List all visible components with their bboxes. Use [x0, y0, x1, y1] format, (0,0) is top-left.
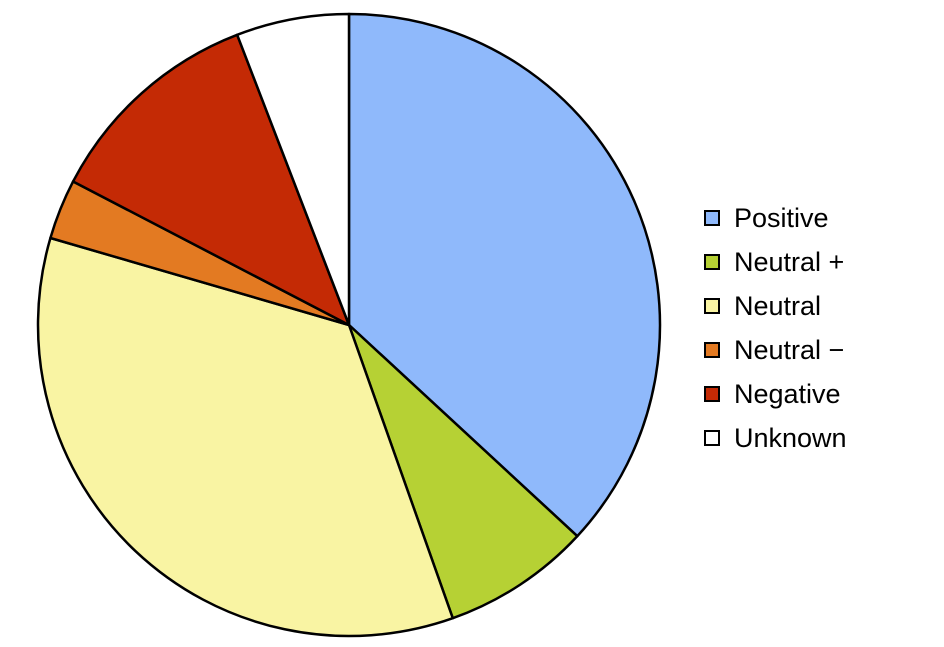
legend-item: Unknown: [704, 416, 847, 460]
legend-label: Neutral −: [734, 334, 845, 365]
legend-swatch: [704, 386, 720, 402]
legend-label: Unknown: [734, 422, 847, 453]
legend-item: Neutral: [704, 284, 847, 328]
legend-swatch: [704, 210, 720, 226]
pie-slice-negative: [71, 33, 351, 327]
legend-item: Negative: [704, 372, 847, 416]
legend-item: Neutral +: [704, 240, 847, 284]
legend-label: Neutral: [734, 290, 822, 321]
legend-label: Positive: [734, 202, 829, 233]
pie-slice-neutral: [36, 236, 455, 638]
legend: Positive Neutral + Neutral Neutral − Neg…: [704, 196, 847, 460]
legend-item: Neutral −: [704, 328, 847, 372]
legend-swatch: [704, 254, 720, 270]
legend-swatch: [704, 342, 720, 358]
legend-item: Positive: [704, 196, 847, 240]
pie-slice-unknown: [235, 12, 351, 327]
legend-label: Neutral +: [734, 246, 845, 277]
legend-swatch: [704, 298, 720, 314]
pie-slice-positive: [347, 12, 662, 538]
legend-label: Negative: [734, 378, 841, 409]
pie-slice-neutral-plus: [347, 323, 579, 620]
legend-swatch: [704, 430, 720, 446]
